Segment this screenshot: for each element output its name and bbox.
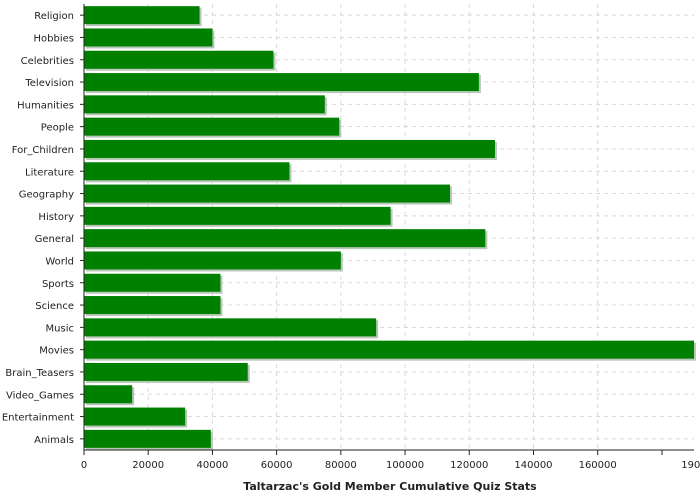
y-tick-label: General [35,234,74,245]
y-tick-label: For_Children [12,145,74,156]
x-tick-label: 80000 [325,460,357,471]
y-tick-label: History [38,212,74,223]
x-tick-label: 160000 [579,460,617,471]
bar-video-games [84,385,133,404]
bar-people [84,117,340,136]
bar-sports [84,273,221,292]
bar-for-children [84,139,495,158]
bars [84,6,696,450]
bar-music [84,318,377,337]
axes [80,4,694,455]
y-tick-label: Humanities [17,100,74,111]
y-tick-label: Video_Games [6,390,74,401]
bar-television [84,73,479,92]
bar-general [84,229,486,248]
y-tick-label: Science [35,301,74,312]
y-tick-label: Hobbies [34,33,74,44]
bar-celebrities [84,50,274,69]
y-tick-label: Religion [34,11,74,22]
y-tick-label: People [41,123,74,134]
x-tick-label: 120000 [450,460,488,471]
bar-humanities [84,95,325,114]
bar-entertainment [84,407,186,426]
y-tick-label: Animals [34,435,74,446]
bar-science [84,296,221,315]
x-axis-label: Taltarzac's Gold Member Cumulative Quiz … [243,480,537,493]
x-tick-label: 100000 [386,460,424,471]
y-tick-label: Movies [39,346,74,357]
y-tick-label: Literature [25,167,74,178]
bar-movies [84,340,694,359]
bar-hobbies [84,28,213,47]
x-tick-label: 0 [81,460,87,471]
y-tick-label: Entertainment [2,413,74,424]
x-tick-label-max: 1900 [681,460,700,471]
x-tick-label: 20000 [132,460,164,471]
tick-labels: Religion Hobbies Celebrities Television Huma… [2,11,700,471]
bar-animals [84,429,211,448]
y-tick-label: World [45,256,74,267]
y-tick-label: Brain_Teasers [5,368,74,379]
bar-religion [84,6,200,25]
bar-brain-teasers [84,362,248,381]
bar-world [84,251,341,270]
bar-literature [84,162,290,181]
y-tick-label: Celebrities [21,56,74,67]
y-tick-label: Music [46,323,74,334]
y-tick-label: Geography [19,190,74,201]
x-tick-label: 40000 [197,460,229,471]
x-tick-label: 140000 [514,460,552,471]
bar-history [84,206,391,225]
grid-lines [84,4,694,450]
bar-geography [84,184,450,203]
y-tick-label: Television [24,78,74,89]
x-tick-label: 60000 [261,460,293,471]
y-tick-label: Sports [42,279,74,290]
